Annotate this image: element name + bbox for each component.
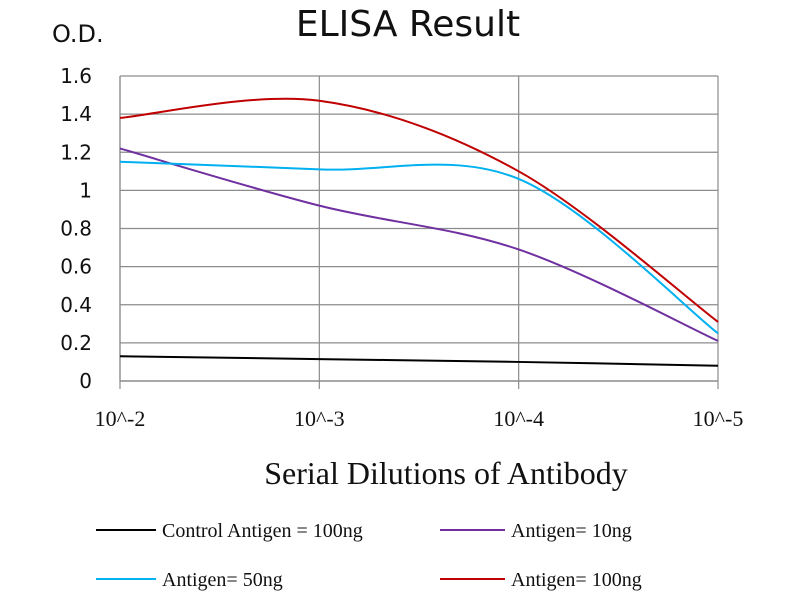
series-line-0 (119, 355, 719, 367)
x-axis-label: Serial Dilutions of Antibody (264, 455, 628, 491)
legend-label: Antigen= 50ng (162, 569, 283, 591)
y-tick-label: 1.2 (60, 140, 92, 164)
x-tick-label: 10^-5 (693, 406, 744, 431)
y-tick-label: 0 (79, 369, 92, 393)
series-line-2 (119, 160, 719, 335)
y-tick-label: 0.6 (60, 255, 92, 279)
y-tick-label: 0.2 (60, 331, 92, 355)
y-axis-label: O.D. (52, 20, 104, 48)
x-tick-label: 10^-3 (294, 406, 345, 431)
x-tick-label: 10^-4 (493, 406, 544, 431)
series-lines (119, 97, 719, 367)
y-tick-label: 1.4 (60, 102, 92, 126)
x-tick-labels: 10^-2 10^-3 10^-4 10^-5 (95, 406, 744, 431)
series-line-3 (119, 97, 719, 323)
legend-label: Antigen= 10ng (511, 520, 632, 542)
legend: Control Antigen = 100ng Antigen= 10ng Anti… (96, 520, 642, 591)
x-tick-label: 10^-2 (95, 406, 146, 431)
legend-label: Antigen= 100ng (511, 569, 642, 591)
y-tick-label: 0.4 (60, 293, 92, 317)
chart-title: ELISA Result (296, 4, 520, 45)
series-line-1 (119, 147, 719, 342)
axes (119, 76, 719, 389)
y-tick-label: 0.8 (60, 217, 92, 241)
y-tick-labels: 0 0.2 0.4 0.6 0.8 1 1.2 1.4 1.6 (60, 64, 92, 393)
y-tick-label: 1 (79, 178, 92, 202)
y-tick-label: 1.6 (60, 64, 92, 88)
grid (120, 75, 719, 381)
legend-label: Control Antigen = 100ng (162, 520, 363, 542)
